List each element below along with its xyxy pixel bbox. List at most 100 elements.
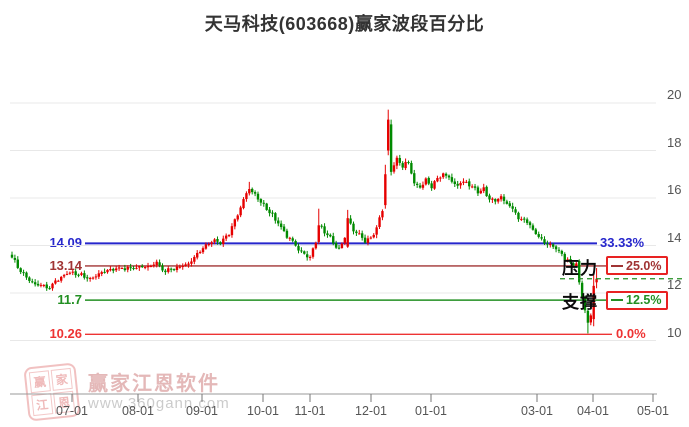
candle-up (311, 248, 315, 257)
candle-up (65, 273, 69, 275)
candle-up (595, 278, 598, 283)
date-tick-label: 04-01 (577, 404, 609, 418)
candle-down (329, 234, 332, 237)
candle-up (167, 268, 170, 272)
candle-down (468, 181, 471, 187)
candle-down (450, 177, 454, 182)
candle-down (334, 242, 338, 248)
candle-up (459, 183, 462, 186)
price-tick-label: 18 (667, 134, 682, 150)
level-33pct-price-label: 14.09 (49, 235, 82, 251)
candle-down (285, 230, 289, 238)
candle-down (262, 202, 265, 204)
price-tick-label: 16 (667, 182, 682, 197)
candle-down (476, 187, 480, 194)
candle-down (537, 234, 540, 237)
candle-up (340, 243, 344, 249)
candle-up (187, 263, 190, 265)
candle-down (320, 225, 323, 227)
candle-up (51, 283, 54, 289)
candle-down (569, 259, 572, 263)
candle-down (169, 268, 173, 270)
candle-up (213, 239, 216, 242)
pressure-level-price-label: 13.14 (49, 257, 82, 273)
candle-down (508, 203, 511, 207)
watermark-brand-text: 赢家江恩软件 (88, 373, 220, 395)
candle-down (523, 218, 526, 220)
candle-down (291, 238, 294, 241)
candle-down (86, 277, 89, 279)
candle-up (575, 263, 578, 266)
date-tick-label: 11-01 (294, 404, 326, 418)
support-percent-badge: 12.5% (606, 290, 668, 310)
candle-down (141, 266, 144, 268)
candle-down (517, 212, 520, 220)
support-annotation: 支撑 (562, 293, 598, 313)
candle-up (439, 177, 442, 179)
candle-down (129, 267, 132, 269)
candle-down (540, 237, 543, 239)
candle-up (233, 219, 237, 227)
candle-down (580, 282, 584, 298)
candle-down (502, 196, 506, 201)
candle-up (149, 265, 153, 267)
candle-up (184, 264, 187, 266)
candle-down (251, 188, 254, 193)
candle-down (83, 273, 86, 278)
candle-down (337, 247, 341, 249)
candle-up (496, 198, 500, 202)
candle-up (126, 267, 129, 270)
candle-down (161, 265, 164, 271)
candle-down (323, 226, 326, 234)
pressure-annotation: 压力 (562, 258, 598, 278)
price-tick-label: 12 (667, 277, 682, 292)
candle-up (204, 244, 208, 249)
candle-down (560, 250, 564, 254)
candle-up (482, 187, 485, 192)
candle-up (317, 225, 320, 242)
candle-up (198, 251, 202, 253)
candle-up (178, 266, 182, 268)
price-tick-label: 14 (667, 229, 682, 245)
candle-down (158, 262, 161, 266)
candle-down (332, 236, 335, 244)
date-tick-label: 12-01 (355, 404, 387, 418)
candle-up (201, 248, 205, 253)
candle-up (343, 237, 347, 244)
candle-down (45, 284, 48, 289)
candle-up (369, 237, 373, 239)
candle-up (39, 284, 43, 286)
candle-down (164, 270, 167, 273)
price-tick-label: 10 (667, 324, 682, 340)
candle-up (239, 207, 242, 216)
candle-down (546, 243, 549, 245)
candle-down (123, 268, 127, 271)
candle-down (543, 239, 546, 244)
candle-down (294, 241, 297, 246)
candle-down (268, 209, 271, 214)
candle-down (444, 173, 448, 176)
candle-up (491, 198, 494, 200)
candle-down (563, 253, 566, 261)
candle-down (578, 260, 581, 283)
candle-down (401, 163, 404, 168)
candle-down (494, 199, 497, 202)
candle-up (395, 157, 399, 166)
candle-up (384, 174, 387, 206)
candle-up (100, 272, 103, 274)
candle-down (256, 193, 260, 200)
candle-down (74, 271, 77, 276)
candle-up (68, 272, 72, 274)
candle-up (566, 259, 569, 261)
candle-up (109, 269, 112, 271)
candle-down (456, 183, 459, 186)
candle-up (117, 267, 121, 269)
level-0pct-percent-label: 0.0% (616, 326, 646, 342)
candle-down (514, 209, 517, 213)
candle-down (389, 124, 393, 172)
candle-up (392, 165, 396, 172)
candle-up (288, 237, 292, 239)
level-0pct-price-label: 10.26 (49, 326, 82, 342)
candle-down (525, 219, 529, 223)
candle-down (488, 195, 491, 200)
